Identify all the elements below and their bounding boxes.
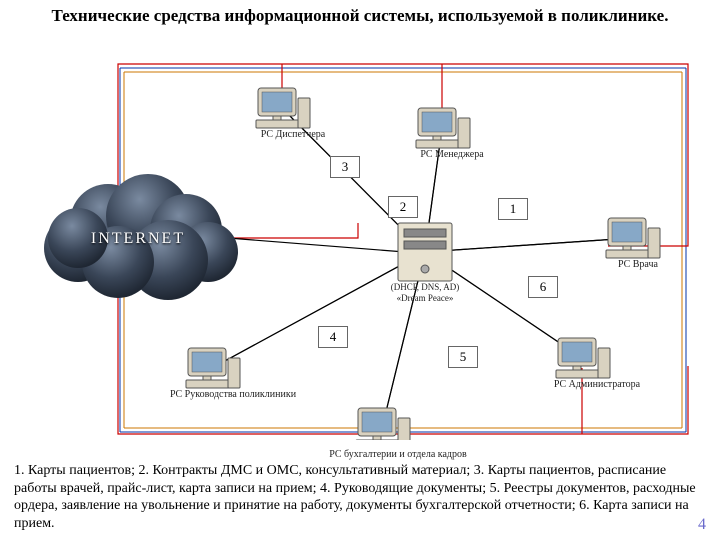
pc-label-admin: PC Администратора: [542, 380, 652, 391]
flow-box-3: 3: [330, 156, 360, 178]
pc-label-management: PC Руководства поликлиники: [148, 390, 318, 401]
server-caption-2: «Dream Peace»: [380, 294, 470, 303]
flow-box-5: 5: [448, 346, 478, 368]
page-title: Технические средства информационной сист…: [0, 0, 720, 28]
flow-box-1: 1: [498, 198, 528, 220]
pc-label-dispatcher: PC Диспетчера: [248, 130, 338, 141]
pc-label-accounting: PC бухгалтерии и отдела кадров: [318, 450, 478, 461]
flow-box-6: 6: [528, 276, 558, 298]
legend-text: 1. Карты пациентов; 2. Контракты ДМС и О…: [14, 462, 706, 532]
pc-label-manager: PC Менеджера: [412, 150, 492, 161]
internet-cloud: INTERNET: [38, 188, 238, 288]
page-number: 4: [698, 516, 706, 534]
server-caption-1: (DHCP, DNS, AD): [380, 283, 470, 292]
pc-label-doctor: PC Врача: [598, 260, 678, 271]
network-diagram: INTERNET 1 2 3 4 5 6 PC Диспетчера PC Ме…: [18, 48, 702, 440]
internet-label: INTERNET: [38, 230, 238, 248]
flow-box-4: 4: [318, 326, 348, 348]
flow-box-2: 2: [388, 196, 418, 218]
